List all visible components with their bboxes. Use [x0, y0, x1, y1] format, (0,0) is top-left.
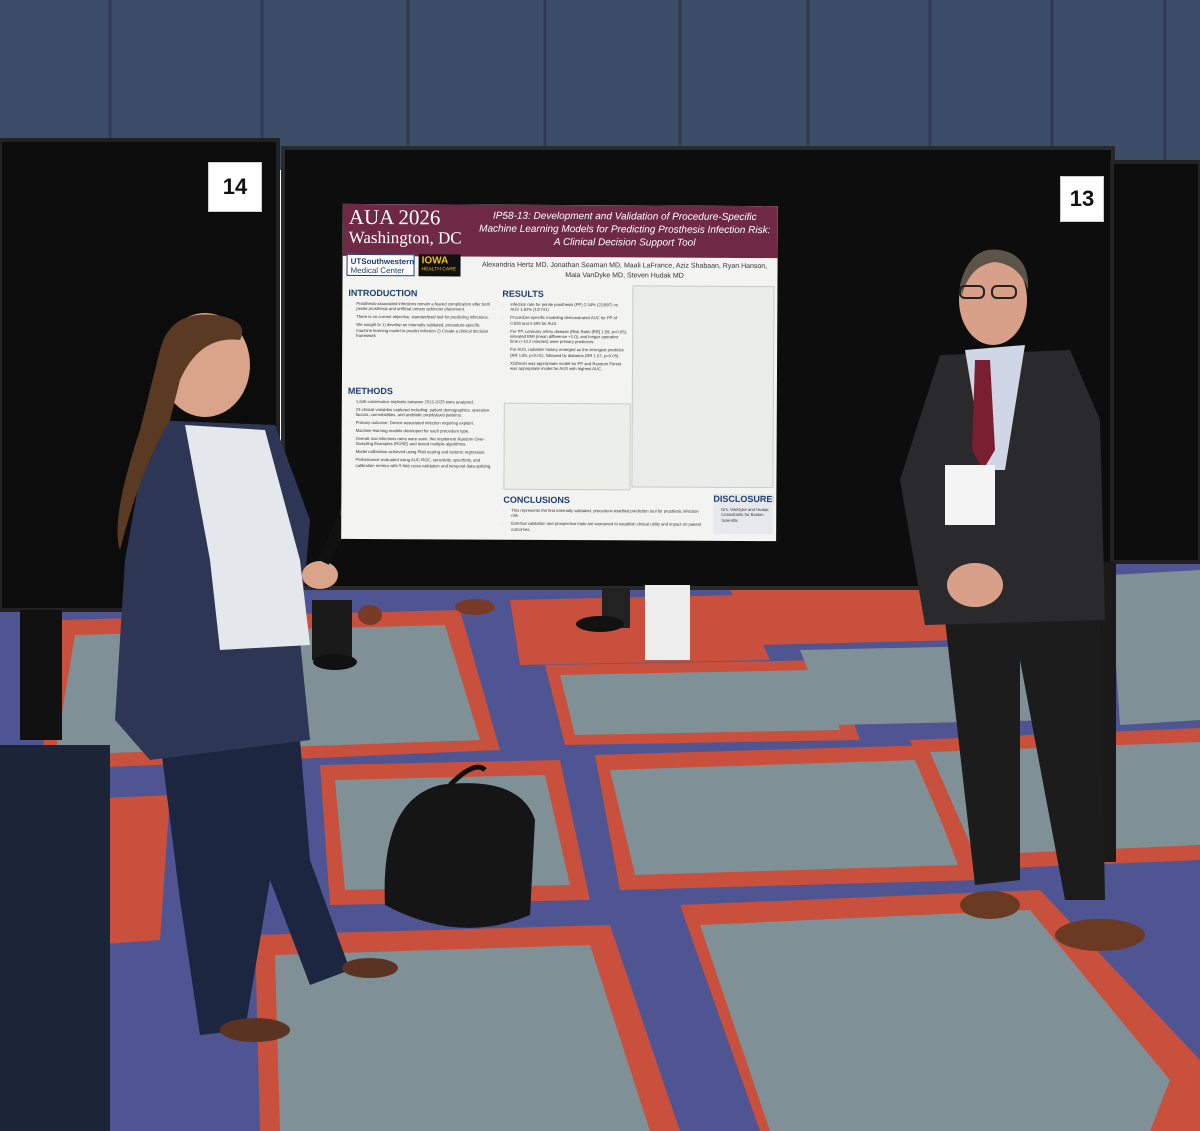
bullet: External validation and prospective tria… [511, 521, 703, 533]
conference: AUA 2026 [348, 204, 441, 230]
results-figure [631, 285, 775, 489]
bullet: 23 clinical variables captured including… [356, 407, 493, 419]
poster-section: METHODS 1,646 consecutive implants betwee… [347, 386, 493, 537]
logo-text: UTSouthwestern [350, 256, 415, 267]
bullet: Machine learning models developed for ea… [356, 428, 493, 434]
logo-text: Medical Center [350, 265, 405, 276]
logo-text: IOWA [421, 255, 449, 267]
section-heading: METHODS [347, 385, 393, 397]
logo: UTSouthwestern Medical Center [346, 253, 415, 277]
wall-panels [108, 0, 1167, 160]
bullet: XGBoost was appropriate model for PP and… [510, 360, 627, 371]
bullet-list: Drs. VanDyke and Hudak: Consultants for … [713, 507, 773, 524]
poster-section: RESULTS Infection rate for penile prosthe… [502, 289, 628, 400]
authors: Alexandria Hertz MD, Jonathan Seaman MD,… [481, 261, 768, 280]
bullet: For PP, coronary artery disease (Risk Ra… [510, 328, 627, 345]
bullet: Infection rate for penile prosthesis (PP… [510, 302, 627, 313]
section-heading: CONCLUSIONS [503, 494, 570, 506]
bullet: There is no current objective, standardi… [356, 314, 493, 320]
board-number: 14 [208, 162, 262, 212]
logo-text: HEALTH CARE [421, 266, 457, 273]
poster: AUA 2026 Washington, DC UTSouthwestern M… [341, 203, 778, 542]
bullet: Procedure-specific modeling demonstrated… [510, 315, 627, 326]
bullet-list: 1,646 consecutive implants between 2013-… [347, 399, 492, 469]
logo: IOWA HEALTH CARE [418, 254, 461, 277]
foreground-person [0, 745, 110, 1131]
bullet: Model calibration achieved using Platt s… [356, 449, 493, 455]
bullet: Performance evaluated using AUC-ROC, sen… [355, 457, 492, 469]
backpack [384, 764, 535, 928]
bullet-list: Infection rate for penile prosthesis (PP… [502, 302, 627, 372]
location: Washington, DC [348, 227, 462, 248]
poster-section: CONCLUSIONS This represents the first int… [503, 495, 703, 538]
board-13 [1110, 160, 1200, 564]
bullet: For AUS, radiation history emerged as th… [510, 347, 627, 358]
bullet: This represents the first internally val… [511, 508, 703, 520]
poster-section: DISCLOSURES Drs. VanDyke and Hudak: Consu… [713, 493, 774, 535]
bullet: 1,646 consecutive implants between 2013-… [356, 399, 493, 405]
bullet: Prosthesis-associated infections remain … [356, 301, 493, 313]
bullet-list: Prosthesis-associated infections remain … [348, 301, 493, 339]
bullet: Drs. VanDyke and Hudak: Consultants for … [721, 507, 773, 523]
bullet: Primary outcome: Device-associated infec… [356, 420, 493, 426]
board-number: 13 [1060, 176, 1104, 222]
section-heading: DISCLOSURES [713, 493, 774, 505]
bullet: We sought to 1) develop an internally va… [356, 322, 493, 339]
poster-section: INTRODUCTION Prosthesis-associated infect… [348, 288, 493, 381]
bullet: Overall, low infections rates were seen.… [356, 436, 493, 448]
results-table [503, 402, 631, 491]
section-heading: RESULTS [502, 288, 544, 299]
board-leg [20, 610, 62, 740]
man-presenter [900, 249, 1145, 951]
poster-title: IP58-13: Development and Validation of P… [479, 210, 771, 249]
section-heading: INTRODUCTION [348, 287, 418, 299]
woman-presenter [115, 313, 398, 1042]
bullet-list: This represents the first internally val… [503, 508, 703, 533]
background-people-legs [312, 585, 690, 670]
